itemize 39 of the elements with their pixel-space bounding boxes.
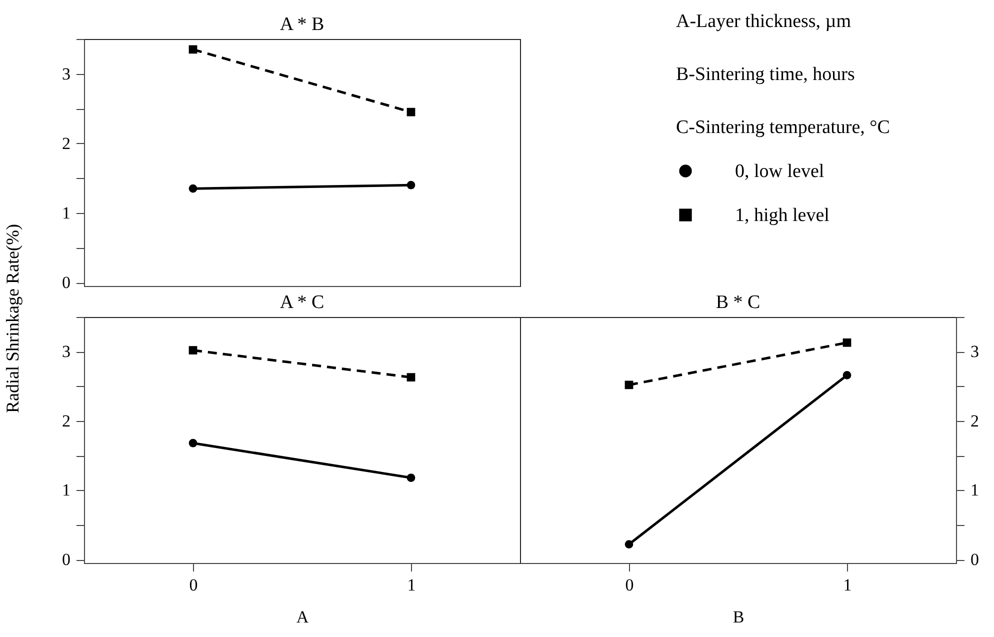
y-tick-label: 2 bbox=[970, 411, 979, 430]
y-tick-label: 3 bbox=[62, 64, 70, 84]
point bbox=[406, 108, 416, 116]
point bbox=[188, 438, 198, 448]
x-axis-title: A bbox=[296, 608, 310, 626]
y-tick-label: 3 bbox=[970, 342, 979, 362]
y-tick-label: 1 bbox=[970, 480, 979, 500]
chart-title: A * B bbox=[280, 14, 324, 35]
point bbox=[842, 371, 852, 380]
y-tick-label: 0 bbox=[970, 550, 979, 570]
legend-label: 1, high level bbox=[735, 205, 830, 226]
point bbox=[624, 380, 634, 390]
x-tick-label: 0 bbox=[189, 576, 198, 594]
text: B-Sintering time, hours bbox=[676, 64, 855, 86]
x-tick-label: 1 bbox=[843, 576, 852, 594]
text: C-Sintering temperature, °C bbox=[676, 117, 890, 139]
y-tick-label: 3 bbox=[62, 342, 70, 362]
point bbox=[188, 184, 198, 193]
y-tick-label: 0 bbox=[62, 273, 70, 292]
y-tick-label: 0 bbox=[62, 550, 70, 570]
point bbox=[406, 474, 416, 482]
point bbox=[188, 45, 198, 54]
point bbox=[406, 180, 416, 190]
y-axis-title: Radial Shrinkage Rate(%) bbox=[2, 224, 22, 413]
y-tick-label: 1 bbox=[62, 480, 70, 500]
point bbox=[842, 338, 852, 347]
y-tick-label: 2 bbox=[62, 134, 70, 153]
x-axis-title: B bbox=[732, 608, 744, 626]
point bbox=[188, 346, 198, 354]
y-tick-label: 1 bbox=[62, 203, 70, 222]
x-tick-label: 0 bbox=[625, 576, 634, 594]
y-tick-label: 2 bbox=[62, 411, 70, 430]
x-tick-label: 1 bbox=[407, 576, 416, 594]
legend-label: 0, low level bbox=[735, 161, 824, 182]
point bbox=[406, 373, 416, 382]
text: A-Layer thickness, µm bbox=[676, 11, 852, 33]
point bbox=[624, 540, 634, 548]
chart-title: A * C bbox=[280, 292, 324, 313]
chart-title: B * C bbox=[716, 292, 760, 313]
